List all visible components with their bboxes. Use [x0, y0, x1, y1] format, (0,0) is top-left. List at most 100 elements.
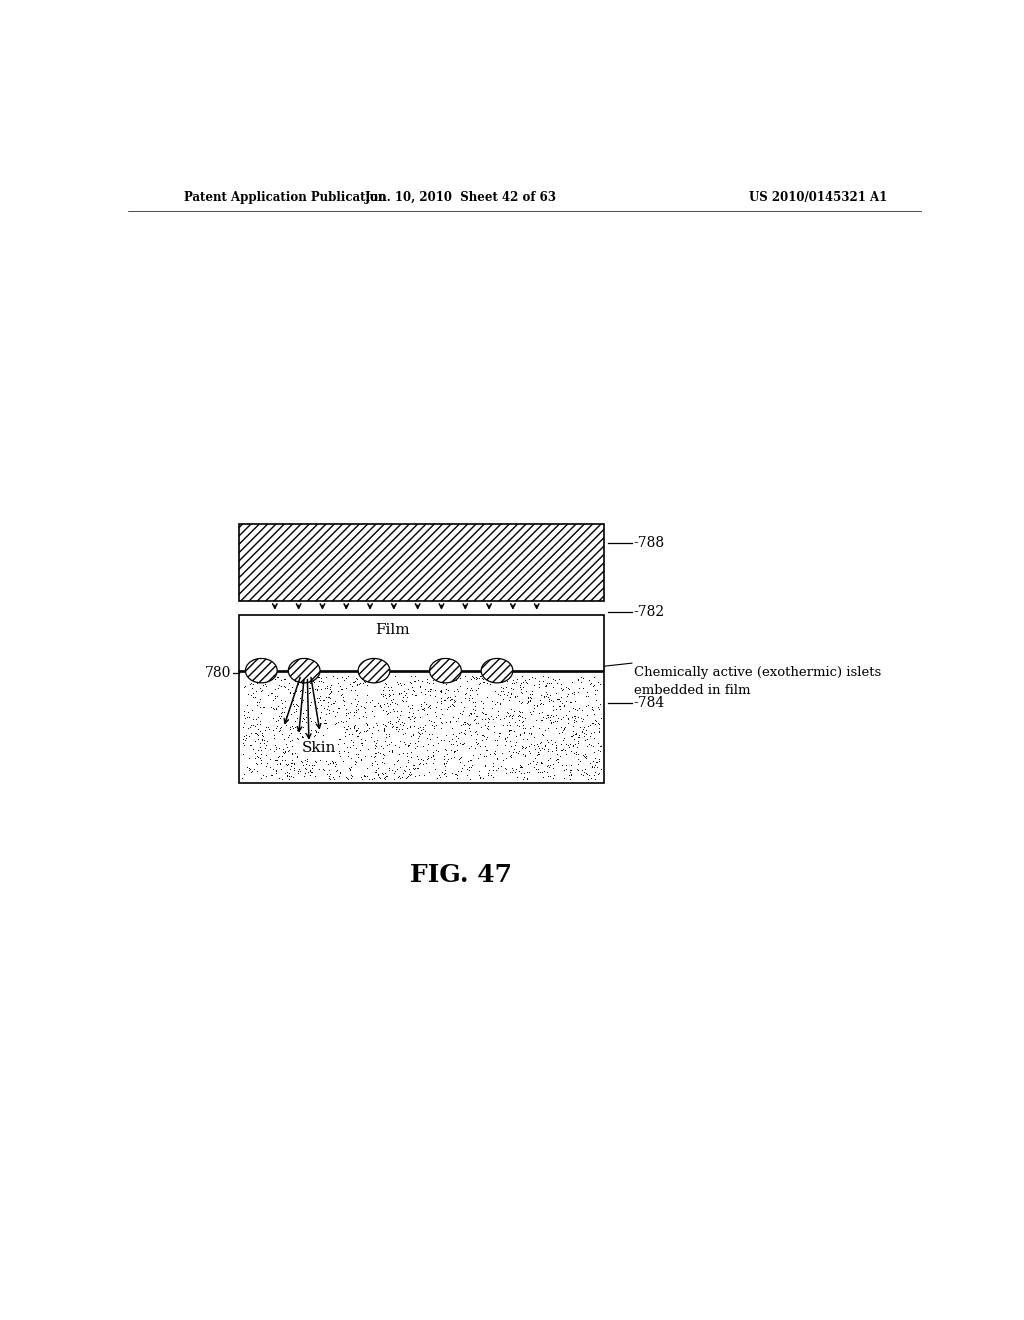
Point: [349, 726, 366, 747]
Point: [347, 751, 364, 772]
Point: [285, 750, 301, 771]
Point: [578, 763, 594, 784]
Point: [427, 759, 443, 780]
Text: -788: -788: [634, 536, 665, 550]
Point: [334, 684, 350, 705]
Point: [493, 676, 509, 697]
Point: [548, 734, 564, 755]
Point: [323, 677, 339, 698]
Point: [531, 717, 548, 738]
Point: [251, 692, 267, 713]
Point: [515, 710, 531, 731]
Point: [278, 742, 294, 763]
Point: [472, 766, 488, 787]
Point: [567, 705, 584, 726]
Point: [356, 746, 373, 767]
Point: [268, 759, 285, 780]
Point: [289, 727, 305, 748]
Point: [352, 729, 369, 750]
Point: [418, 693, 434, 714]
Point: [516, 767, 532, 788]
Point: [502, 746, 518, 767]
Point: [469, 706, 485, 727]
Point: [444, 667, 461, 688]
Point: [522, 690, 539, 711]
Point: [541, 756, 557, 777]
Point: [525, 697, 542, 718]
Point: [289, 675, 305, 696]
Point: [466, 710, 482, 731]
Point: [426, 748, 442, 770]
Point: [338, 698, 354, 719]
Point: [366, 705, 382, 726]
Point: [342, 756, 358, 777]
Point: [342, 730, 358, 751]
Point: [301, 729, 317, 750]
Point: [413, 693, 429, 714]
Point: [453, 714, 469, 735]
Point: [455, 714, 471, 735]
Point: [357, 766, 374, 787]
Point: [504, 672, 520, 693]
Point: [493, 694, 509, 715]
Point: [347, 754, 364, 775]
Point: [306, 731, 323, 752]
Point: [558, 734, 574, 755]
Point: [566, 690, 583, 711]
Point: [313, 701, 330, 722]
Ellipse shape: [430, 659, 462, 682]
Point: [503, 735, 519, 756]
Point: [268, 763, 285, 784]
Point: [558, 754, 574, 775]
Point: [521, 668, 538, 689]
Point: [488, 730, 505, 751]
Point: [408, 685, 424, 706]
Point: [488, 748, 505, 770]
Point: [580, 694, 596, 715]
Point: [284, 735, 300, 756]
Point: [389, 672, 406, 693]
Point: [485, 715, 502, 737]
Point: [289, 719, 305, 741]
Point: [294, 692, 310, 713]
Point: [267, 688, 284, 709]
Point: [411, 726, 427, 747]
Point: [375, 700, 391, 721]
Point: [488, 735, 505, 756]
Point: [548, 705, 564, 726]
Point: [299, 744, 315, 766]
Point: [577, 722, 593, 743]
Point: [591, 721, 607, 742]
Point: [549, 710, 565, 731]
Point: [321, 766, 337, 787]
Point: [401, 706, 418, 727]
Point: [265, 759, 282, 780]
Point: [389, 710, 406, 731]
Point: [566, 708, 583, 729]
Point: [308, 705, 325, 726]
Point: [578, 719, 594, 741]
Point: [346, 672, 362, 693]
Point: [421, 696, 437, 717]
Point: [253, 743, 269, 764]
Point: [499, 714, 515, 735]
Point: [560, 709, 577, 730]
Point: [357, 701, 374, 722]
Point: [540, 718, 556, 739]
Point: [540, 704, 556, 725]
Point: [555, 719, 571, 741]
Point: [286, 758, 302, 779]
Point: [400, 701, 417, 722]
Point: [530, 677, 547, 698]
Point: [358, 766, 375, 787]
Point: [358, 714, 375, 735]
Point: [338, 677, 354, 698]
Point: [266, 698, 283, 719]
Point: [540, 750, 556, 771]
Point: [285, 690, 301, 711]
Point: [403, 697, 420, 718]
Point: [237, 729, 253, 750]
Point: [364, 752, 380, 774]
Point: [278, 752, 294, 774]
Point: [499, 671, 515, 692]
